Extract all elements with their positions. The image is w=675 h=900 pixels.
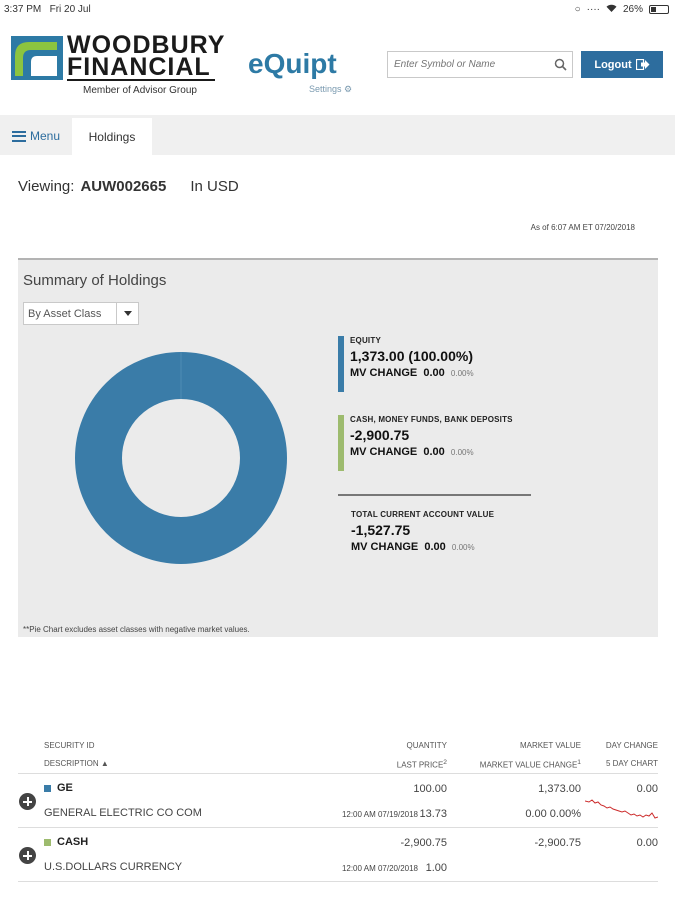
nav-bar: Menu Holdings (0, 115, 675, 155)
header-market-value: MARKET VALUE (519, 741, 581, 750)
chevron-down-icon[interactable] (116, 303, 138, 324)
header-5day-chart: 5 DAY CHART (605, 759, 658, 768)
row-description: GENERAL ELECTRIC CO COM (44, 807, 202, 819)
wifi-icon (606, 4, 617, 15)
pie-slice-equity[interactable] (75, 352, 287, 564)
legend-cash-mv: MV CHANGE 0.00 0.00% (350, 446, 474, 458)
viewing-label: Viewing: (18, 178, 75, 195)
row-market-value: -2,900.75 (534, 837, 581, 849)
equipt-brand: eQuipt (248, 48, 337, 79)
asset-class-select[interactable]: By Asset Class (23, 302, 139, 325)
total-label: TOTAL CURRENT ACCOUNT VALUE (351, 510, 495, 519)
logo-divider (67, 79, 215, 81)
legend-equity-value: 1,373.00 (100.00%) (350, 348, 473, 364)
menu-label: Menu (30, 129, 61, 143)
status-time: 3:37 PM Fri 20 Jul (4, 4, 91, 15)
header-security-id: SECURITY ID (44, 741, 95, 750)
total-value: -1,527.75 (351, 522, 411, 538)
logout-label: Logout (594, 58, 632, 71)
logout-button[interactable]: Logout (581, 51, 663, 78)
select-value: By Asset Class (28, 308, 102, 320)
row-description: U.S.DOLLARS CURRENCY (44, 861, 183, 873)
battery-icon (649, 5, 669, 14)
row-day-change: 0.00 (636, 783, 658, 795)
row-price-time: 12:00 AM 07/19/2018 (341, 810, 418, 819)
row-color-swatch (44, 838, 51, 846)
header-day-change: DAY CHANGE (605, 741, 658, 750)
legend-equity-swatch (338, 336, 344, 392)
summary-panel: Summary of Holdings By Asset Class EQUIT… (18, 258, 658, 637)
rotation-lock-icon: ○ (574, 4, 581, 15)
five-day-sparkline[interactable] (585, 798, 658, 822)
summary-title: Summary of Holdings (23, 272, 167, 289)
legend-equity-label: EQUITY (350, 336, 381, 345)
as-of-timestamp: As of 6:07 AM ET 07/20/2018 (530, 223, 635, 232)
tab-holdings[interactable]: Holdings (72, 118, 152, 155)
battery-percent: 26% (622, 4, 643, 15)
logo-subtitle: Member of Advisor Group (83, 85, 197, 96)
row-symbol[interactable]: CASH (44, 836, 88, 848)
status-right: ○ ···· 26% (575, 4, 669, 15)
header-mv-change: MARKET VALUE CHANGE1 (479, 759, 581, 770)
holdings-donut-chart (75, 352, 287, 564)
currency-label: In USD (190, 178, 239, 195)
legend-cash-label: CASH, MONEY FUNDS, BANK DEPOSITS (350, 415, 513, 424)
row-price-time: 12:00 AM 07/20/2018 (341, 864, 418, 873)
pie-footnote: **Pie Chart excludes asset classes with … (23, 625, 250, 634)
logo-text: WOODBURY FINANCIAL (67, 31, 226, 81)
total-account-value: TOTAL CURRENT ACCOUNT VALUE -1,527.75 MV… (339, 510, 494, 553)
expand-plus-icon[interactable] (19, 847, 36, 864)
legend-cash-value: -2,900.75 (350, 427, 410, 443)
row-quantity: 100.00 (413, 783, 447, 795)
gear-icon: ⚙ (344, 84, 353, 94)
row-mv-change: 0.00 0.00% (525, 808, 581, 820)
table-row: GE GENERAL ELECTRIC CO COM 100.00 12:00 … (18, 774, 658, 828)
search-input[interactable] (388, 52, 548, 77)
header-quantity: QUANTITY (406, 741, 447, 750)
row-symbol[interactable]: GE (44, 782, 73, 794)
logo-mark-icon (11, 36, 63, 80)
row-day-change: 0.00 (636, 837, 658, 849)
search-box[interactable] (387, 51, 573, 78)
legend-cash: CASH, MONEY FUNDS, BANK DEPOSITS -2,900.… (338, 415, 513, 471)
table-row: CASH U.S.DOLLARS CURRENCY -2,900.75 12:0… (18, 828, 658, 882)
header-last-price: LAST PRICE2 (396, 759, 447, 770)
search-icon[interactable] (554, 58, 567, 71)
expand-plus-icon[interactable] (19, 793, 36, 810)
header-description[interactable]: DESCRIPTION ▲ (44, 759, 109, 768)
signal-icon: ···· (586, 4, 600, 15)
settings-link[interactable]: Settings ⚙ (309, 84, 352, 95)
viewing-line: Viewing: AUW002665 In USD (18, 178, 239, 195)
logo-line1: WOODBURY (67, 31, 226, 59)
hamburger-icon (12, 130, 26, 142)
legend-equity: EQUITY 1,373.00 (100.00%) MV CHANGE 0.00… (338, 336, 474, 392)
legend-cash-swatch (338, 415, 344, 471)
row-color-swatch (44, 784, 51, 792)
total-mv: MV CHANGE 0.00 0.00% (351, 541, 475, 553)
row-last-price: 1.00 (425, 862, 447, 874)
row-last-price: 13.73 (419, 808, 447, 820)
woodbury-logo[interactable]: WOODBURY FINANCIAL Member of Advisor Gro… (11, 33, 224, 104)
sort-asc-icon: ▲ (98, 759, 109, 768)
row-market-value: 1,373.00 (538, 783, 581, 795)
legend-equity-mv: MV CHANGE 0.00 0.00% (350, 367, 474, 379)
header-divider (18, 773, 658, 774)
status-bar: 3:37 PM Fri 20 Jul ○ ···· 26% (0, 0, 675, 20)
legend-divider (338, 494, 531, 496)
header: WOODBURY FINANCIAL Member of Advisor Gro… (0, 20, 675, 115)
logout-icon (635, 59, 650, 70)
settings-label: Settings (309, 84, 342, 94)
account-number: AUW002665 (80, 178, 167, 195)
logo-line2: FINANCIAL (67, 53, 211, 81)
menu-button[interactable]: Menu (12, 129, 60, 143)
row-quantity: -2,900.75 (400, 837, 447, 849)
